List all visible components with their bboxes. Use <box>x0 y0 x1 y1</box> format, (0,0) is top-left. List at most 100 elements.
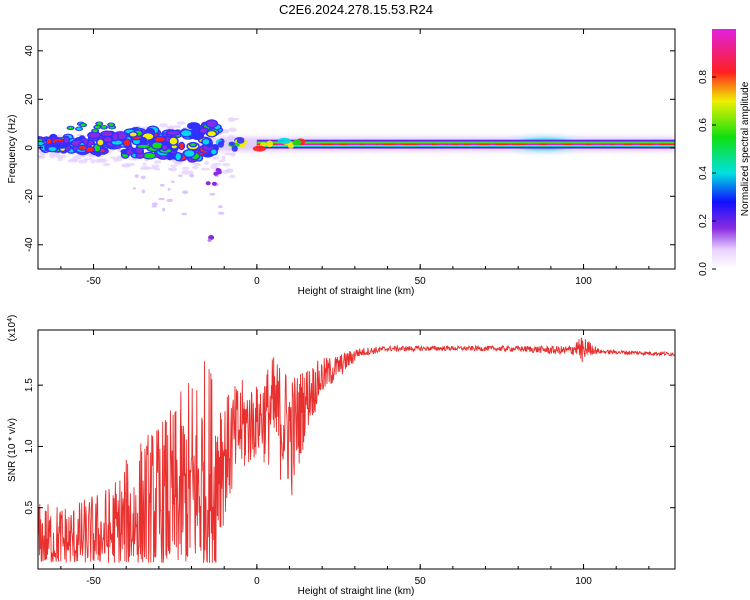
spectrogram-blob <box>199 128 208 133</box>
spectrogram-blob <box>175 153 181 161</box>
spectrogram-blob <box>169 137 178 145</box>
spectrogram-blob <box>228 141 235 146</box>
snr-panel: -50 0 50 100 0.5 1.0 1.5 Height of straight li… <box>7 315 676 597</box>
spectrogram-xtick-label: 100 <box>575 276 592 287</box>
spectrogram-blob <box>162 145 168 150</box>
colorbar-tick-label: 0.0 <box>698 262 709 276</box>
spectrogram-haze <box>57 156 63 162</box>
isolated-blob <box>208 234 215 240</box>
spectrogram-haze <box>159 123 168 128</box>
spectrogram-blob <box>167 131 180 135</box>
spectrogram-haze <box>204 161 210 165</box>
spectrogram-haze <box>212 156 220 160</box>
spectrogram-blob <box>143 153 156 159</box>
band-core-segment <box>303 143 318 145</box>
spectrogram-haze <box>222 163 231 167</box>
spectrogram-haze <box>227 117 236 123</box>
spectrogram-dot <box>159 183 165 187</box>
spectrogram-blob <box>277 137 291 145</box>
spectrogram-haze <box>142 162 147 165</box>
spectrogram-blob <box>188 123 199 129</box>
spectrogram-haze <box>196 163 201 166</box>
spectrogram-blob <box>101 125 107 129</box>
spectrogram-dot <box>167 187 171 191</box>
figure-title: C2E6.2024.278.15.53.R24 <box>279 2 433 17</box>
snr-frame <box>37 329 676 570</box>
spectrogram-xtick-label: 50 <box>415 276 427 287</box>
spectrogram-dot <box>134 174 139 178</box>
spectrogram-dot <box>132 187 137 190</box>
colorbar-tick-label: 0.6 <box>698 118 709 132</box>
spectrogram-blob <box>94 125 100 129</box>
snr-ylabel: SNR (10 * v/v) <box>7 418 18 482</box>
band-core-segment <box>276 143 288 145</box>
spectrogram-blob <box>236 138 245 144</box>
band-core-segment <box>458 143 464 145</box>
snr-series-line <box>38 337 675 563</box>
colorbar-tick-label: 0.8 <box>698 70 709 84</box>
spectrogram-haze <box>172 125 182 129</box>
snr-ytick-label: 1.0 <box>24 439 35 453</box>
colorbar-label: Normalized spectral amplitude <box>740 81 750 216</box>
spectrogram-blob <box>55 144 68 148</box>
band-core-segment <box>508 143 513 145</box>
spectrogram-haze <box>116 157 123 162</box>
snr-xlabel: Height of straight line (km) <box>298 586 415 597</box>
spectrogram-haze <box>191 165 200 169</box>
snr-xtick-label: 50 <box>415 576 427 587</box>
band-core-segment <box>604 143 612 145</box>
spectrogram-xtick-label: 0 <box>254 276 260 287</box>
colorbar-tick-label: 0.2 <box>698 214 709 228</box>
spectrogram-blob <box>108 123 114 127</box>
spectrogram-frame <box>37 28 676 270</box>
spectrogram-haze <box>229 174 236 179</box>
spectrogram-haze <box>221 169 229 174</box>
spectrogram-dot <box>158 197 165 201</box>
spectrogram-haze <box>200 167 211 171</box>
spectrogram-dot <box>217 211 225 215</box>
spectrogram-dot <box>189 173 195 178</box>
spectrogram-blob <box>211 181 217 186</box>
spectrogram-blob <box>190 143 196 147</box>
spectrogram-dot <box>162 207 166 212</box>
spectrogram-haze <box>230 152 236 157</box>
spectrogram-panel: -50 0 50 100 -40 -20 0 20 40 Height of straight … <box>7 28 676 297</box>
snr-multiplier: (x104) <box>7 315 19 342</box>
spectrogram-haze <box>87 152 92 156</box>
spectrogram-blob <box>85 147 94 152</box>
band-core-segment <box>447 143 453 145</box>
spectrogram-dot <box>170 180 175 184</box>
band-core-segment <box>437 143 447 145</box>
band-core-segment <box>364 143 377 145</box>
spectrogram-blob <box>231 145 238 152</box>
band-core-segment <box>632 143 640 145</box>
snr-xtick-label: 0 <box>254 576 260 587</box>
spectrogram-band <box>256 143 675 146</box>
spectrogram-xlabel: Height of straight line (km) <box>298 286 415 297</box>
spectrogram-blob <box>68 126 74 130</box>
band-core-segment <box>333 143 339 145</box>
spectrogram-haze <box>154 167 161 171</box>
band-core-segment <box>556 143 563 145</box>
band-core-segment <box>378 143 383 145</box>
spectrogram-haze <box>221 155 226 161</box>
spectrogram-blob <box>38 141 44 146</box>
spectrogram-haze <box>181 169 191 175</box>
spectrogram-dot <box>217 205 223 209</box>
spectrogram-blob <box>292 139 302 146</box>
spectrogram-dot <box>178 174 183 177</box>
spectrogram-haze <box>90 159 96 164</box>
spectrogram-blob <box>171 145 177 149</box>
colorbar: 0.0 0.2 0.4 0.6 0.8 Normalized spectral ampl… <box>698 29 750 276</box>
spectrogram-haze <box>38 154 46 159</box>
spectrogram-haze <box>77 159 88 164</box>
spectrogram-blob <box>101 131 113 137</box>
spectrogram-dot <box>140 175 146 180</box>
spectrogram-haze <box>94 159 101 163</box>
spectrogram-blob <box>46 138 52 145</box>
spectrogram-haze <box>166 126 174 130</box>
spectrogram-dot <box>141 189 146 194</box>
snr-ytick-label: 0.5 <box>24 500 35 514</box>
spectrogram-blob <box>104 137 112 142</box>
